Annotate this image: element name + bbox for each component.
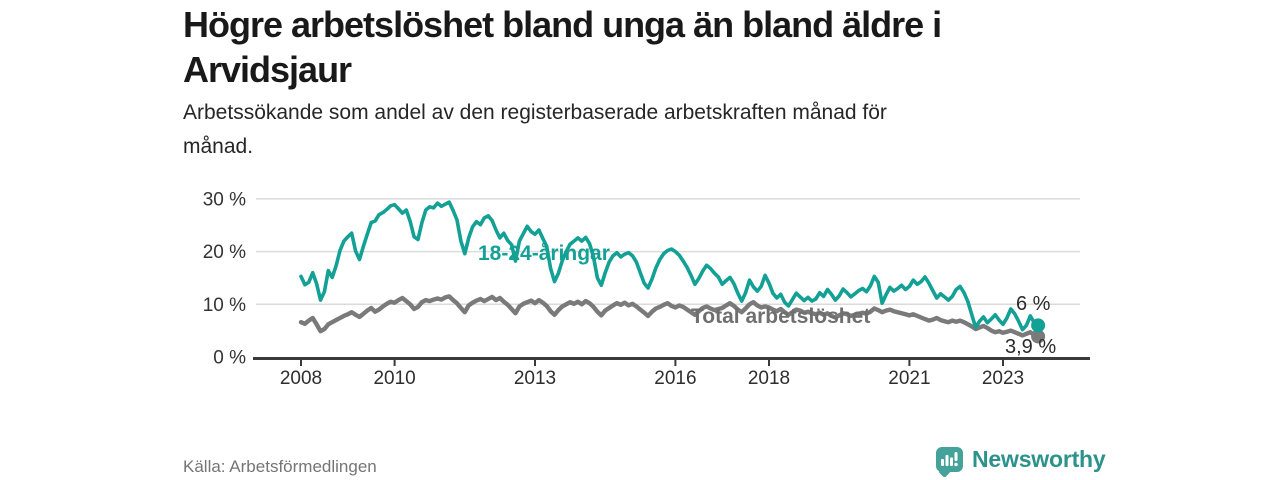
series-line-youth bbox=[299, 200, 1040, 332]
y-tick-label: 0 % bbox=[213, 348, 246, 369]
chart-subtitle-line2: månad. bbox=[183, 135, 254, 158]
end-value-youth: 6 % bbox=[1016, 293, 1051, 315]
newsworthy-logo-icon bbox=[936, 447, 963, 472]
series-line-total bbox=[298, 294, 1041, 339]
bar-chart-icon bbox=[941, 452, 958, 467]
y-tick-label: 20 % bbox=[203, 242, 246, 263]
x-tick-label: 2013 bbox=[514, 368, 556, 389]
x-tick-label: 2021 bbox=[888, 368, 930, 389]
x-tick-label: 2016 bbox=[654, 368, 696, 389]
x-tick-label: 2008 bbox=[280, 368, 322, 389]
end-dot-youth bbox=[1031, 318, 1046, 333]
chart-title-line2: Arvidsjaur bbox=[183, 49, 352, 90]
x-tick-label: 2010 bbox=[373, 368, 415, 389]
chart-title-line1: Högre arbetslöshet bland unga än bland ä… bbox=[183, 4, 942, 45]
chart-subtitle: Arbetssökande som andel av den registerb… bbox=[183, 96, 1063, 164]
x-tick-label: 2018 bbox=[748, 368, 790, 389]
end-value-total: 3,9 % bbox=[1005, 336, 1057, 358]
y-tick-label: 30 % bbox=[203, 189, 246, 210]
newsworthy-logo-text: Newsworthy bbox=[972, 446, 1106, 472]
series-label-total: Total arbetslöshet bbox=[691, 305, 871, 328]
series-label-youth: 18-24-åringar bbox=[478, 242, 610, 265]
source-note: Källa: Arbetsförmedlingen bbox=[183, 457, 377, 476]
chart-title: Högre arbetslöshet bland unga än bland ä… bbox=[183, 2, 1083, 92]
newsworthy-logo: Newsworthy bbox=[936, 446, 1106, 473]
x-tick-label: 2023 bbox=[982, 368, 1024, 389]
chart-subtitle-line1: Arbetssökande som andel av den registerb… bbox=[183, 101, 887, 124]
y-tick-label: 10 % bbox=[203, 295, 246, 316]
